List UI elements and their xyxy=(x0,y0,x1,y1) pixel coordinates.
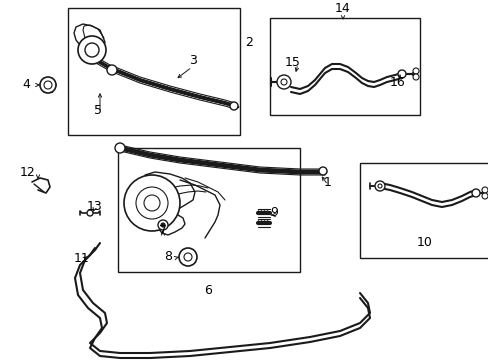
Circle shape xyxy=(377,184,381,188)
Circle shape xyxy=(161,223,164,227)
Text: 16: 16 xyxy=(389,76,405,89)
Circle shape xyxy=(318,167,326,175)
Bar xyxy=(68,8,240,135)
Circle shape xyxy=(276,75,290,89)
Circle shape xyxy=(397,70,405,78)
Circle shape xyxy=(143,195,160,211)
Circle shape xyxy=(374,181,384,191)
Text: 6: 6 xyxy=(203,284,211,297)
Text: 10: 10 xyxy=(416,237,432,249)
Text: 9: 9 xyxy=(269,207,277,220)
Circle shape xyxy=(87,210,93,216)
Circle shape xyxy=(115,143,125,153)
Circle shape xyxy=(44,81,52,89)
Text: 7: 7 xyxy=(159,224,167,237)
Circle shape xyxy=(229,102,238,110)
Circle shape xyxy=(85,43,99,57)
Text: 2: 2 xyxy=(244,36,252,49)
Text: 4: 4 xyxy=(22,78,30,91)
Text: 13: 13 xyxy=(87,201,102,213)
Text: 11: 11 xyxy=(74,252,90,265)
Circle shape xyxy=(281,79,286,85)
Text: 1: 1 xyxy=(324,176,331,189)
Circle shape xyxy=(179,248,197,266)
Circle shape xyxy=(183,253,192,261)
Circle shape xyxy=(412,74,418,80)
Bar xyxy=(118,148,299,272)
Text: 5: 5 xyxy=(94,104,102,117)
Bar xyxy=(269,18,419,115)
Circle shape xyxy=(158,220,168,230)
Circle shape xyxy=(481,193,487,199)
Circle shape xyxy=(40,77,56,93)
Circle shape xyxy=(78,36,106,64)
Circle shape xyxy=(107,65,117,75)
Circle shape xyxy=(412,68,418,74)
Circle shape xyxy=(481,187,487,193)
Bar xyxy=(359,163,488,258)
Text: 3: 3 xyxy=(189,54,197,67)
Circle shape xyxy=(471,189,479,197)
Circle shape xyxy=(136,187,168,219)
Text: 12: 12 xyxy=(20,166,36,179)
Text: 15: 15 xyxy=(285,55,300,68)
Circle shape xyxy=(124,175,180,231)
Text: 8: 8 xyxy=(163,251,172,264)
Text: 14: 14 xyxy=(334,1,350,14)
